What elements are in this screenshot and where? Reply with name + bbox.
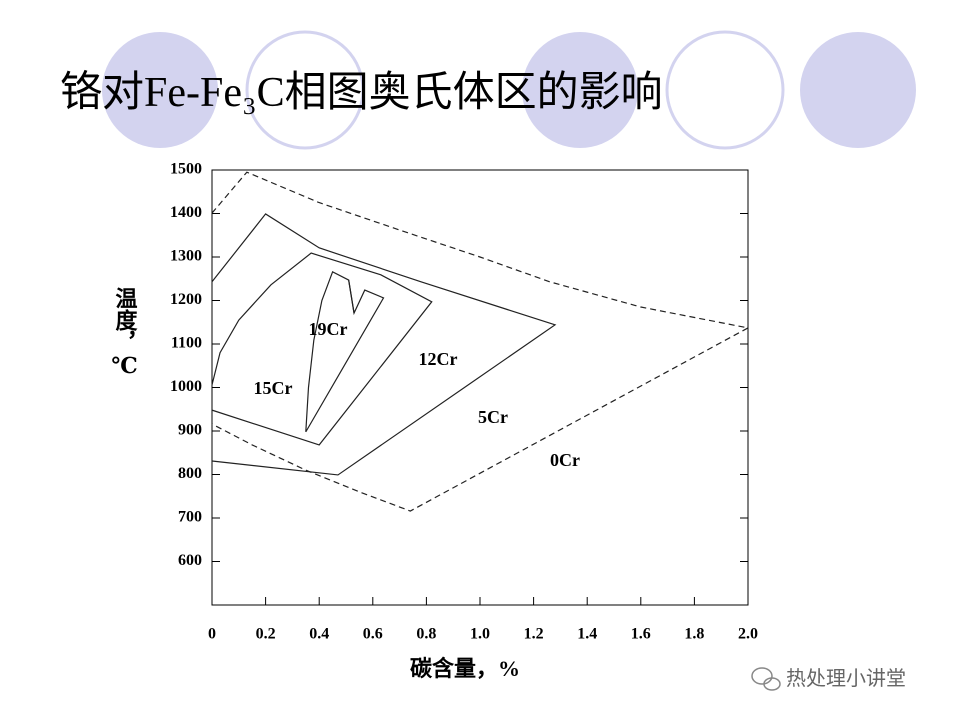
x-tick-label: 0 <box>208 626 216 643</box>
curve-label: 19Cr <box>309 319 348 339</box>
curve <box>348 279 355 314</box>
y-tick-label: 800 <box>178 465 202 482</box>
x-tick-label: 1.4 <box>577 626 597 643</box>
curve-label: 0Cr <box>550 450 580 470</box>
y-tick-label: 1300 <box>170 248 202 265</box>
y-tick-label: 700 <box>178 509 202 526</box>
y-tick-label: 900 <box>178 422 202 439</box>
curve <box>211 213 557 476</box>
y-axis-label: 温度，℃ <box>112 287 138 379</box>
y-tick-label: 600 <box>178 552 202 569</box>
x-tick-label: 1.2 <box>524 626 544 643</box>
curve <box>211 171 750 512</box>
x-tick-label: 0.4 <box>309 626 329 643</box>
x-axis-label: 碳含量，% <box>410 656 520 681</box>
y-tick-label: 1000 <box>170 378 202 395</box>
x-tick-label: 0.2 <box>256 626 276 643</box>
curve-label: 12Cr <box>419 349 458 369</box>
curve <box>305 270 385 433</box>
x-tick-label: 0.6 <box>363 626 383 643</box>
y-tick-label: 1200 <box>170 291 202 308</box>
x-tick-label: 2.0 <box>738 626 758 643</box>
y-tick-label: 1500 <box>170 161 202 178</box>
watermark-icon <box>751 667 781 691</box>
chart-title: 铬对Fe-Fe₃C相图奥氏体区的影响 <box>60 69 663 116</box>
x-tick-label: 1.6 <box>631 626 651 643</box>
y-tick-label: 1100 <box>171 335 202 352</box>
decoration <box>102 30 916 150</box>
watermark: 热处理小讲堂 <box>786 666 906 690</box>
x-tick-label: 1.8 <box>684 626 704 643</box>
x-tick-label: 1.0 <box>470 626 490 643</box>
curve-label: 5Cr <box>478 407 508 427</box>
x-tick-label: 0.8 <box>416 626 436 643</box>
curve <box>211 252 433 446</box>
y-tick-label: 1400 <box>170 204 202 221</box>
curve-label: 15Cr <box>254 378 293 398</box>
